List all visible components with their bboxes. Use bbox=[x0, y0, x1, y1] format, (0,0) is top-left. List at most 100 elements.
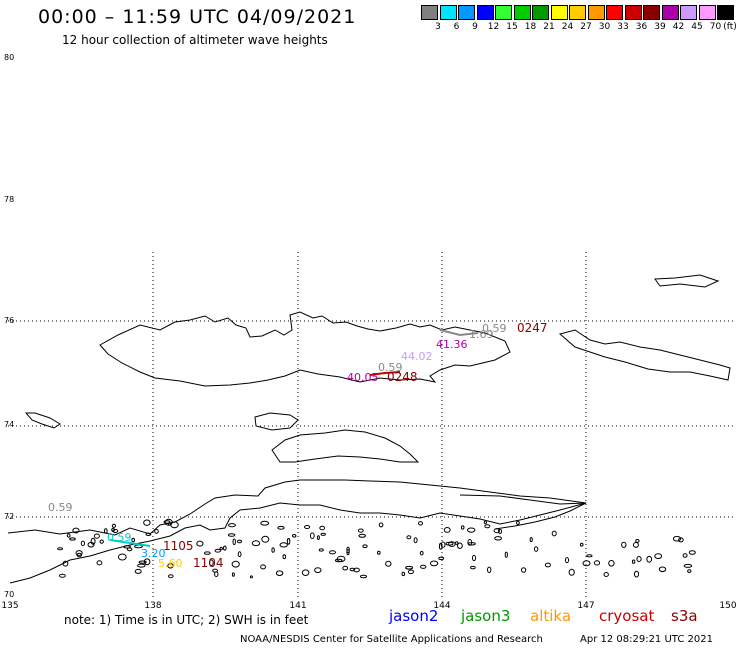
islet bbox=[145, 532, 152, 536]
islet bbox=[208, 559, 214, 567]
islet bbox=[231, 560, 240, 568]
pass-time-label: 1105 bbox=[163, 539, 194, 553]
obs-label: 0.59 bbox=[48, 501, 73, 514]
islet bbox=[582, 560, 591, 567]
bay-coast bbox=[459, 494, 587, 530]
islet bbox=[457, 542, 463, 549]
legend-label: 18 bbox=[524, 22, 537, 32]
islet bbox=[131, 537, 135, 543]
islet bbox=[454, 541, 459, 545]
islet bbox=[688, 550, 696, 555]
islet bbox=[608, 560, 615, 567]
islet bbox=[304, 525, 311, 529]
islet bbox=[72, 527, 80, 534]
islet bbox=[658, 566, 667, 573]
satellite-s3a: s3a bbox=[671, 607, 698, 625]
islet bbox=[406, 535, 412, 540]
lon-label-138: 138 bbox=[144, 601, 162, 611]
islet bbox=[219, 546, 223, 551]
islet bbox=[349, 567, 356, 572]
obs-label: 44.02 bbox=[401, 350, 433, 363]
islet bbox=[418, 521, 423, 526]
legend-label: 45 bbox=[691, 22, 703, 32]
islet bbox=[683, 563, 693, 568]
islet bbox=[440, 541, 446, 548]
legend-swatch bbox=[532, 5, 549, 20]
islet bbox=[62, 560, 69, 567]
legend-label: 24 bbox=[561, 22, 574, 32]
islet bbox=[137, 563, 146, 568]
islet bbox=[445, 541, 454, 546]
lat-label-80: 80 bbox=[4, 53, 15, 62]
islet bbox=[529, 537, 533, 543]
coastal-islets bbox=[57, 518, 696, 579]
islet bbox=[271, 547, 275, 553]
islet bbox=[419, 550, 424, 556]
islet bbox=[90, 537, 96, 545]
legend-label: 30 bbox=[598, 22, 611, 32]
islet bbox=[309, 532, 315, 540]
islet bbox=[319, 525, 326, 531]
islet bbox=[405, 565, 414, 570]
pass-time-label: 0248 bbox=[387, 370, 418, 384]
lat-label-78: 78 bbox=[4, 195, 15, 204]
islet bbox=[467, 527, 476, 533]
islet bbox=[232, 538, 236, 546]
islet bbox=[112, 529, 119, 533]
legend-label: 33 bbox=[617, 22, 629, 32]
islet bbox=[521, 567, 527, 573]
islet bbox=[407, 569, 414, 575]
islet bbox=[167, 563, 174, 569]
islet bbox=[163, 520, 171, 524]
lon-label-141: 141 bbox=[289, 601, 307, 611]
legend-swatch bbox=[643, 5, 660, 20]
islet bbox=[358, 533, 367, 538]
islet bbox=[196, 540, 204, 547]
legend-label: 12 bbox=[487, 22, 500, 32]
obs-label: 5.60 bbox=[158, 557, 183, 570]
islet bbox=[342, 565, 349, 571]
island-coast-far-north bbox=[654, 274, 720, 288]
islet bbox=[279, 542, 288, 548]
islet bbox=[275, 570, 284, 577]
islet bbox=[69, 537, 76, 541]
islet bbox=[75, 550, 83, 556]
legend-label: 27 bbox=[580, 22, 592, 32]
islet bbox=[154, 528, 159, 534]
legend-swatch bbox=[606, 5, 623, 20]
islet bbox=[483, 520, 487, 525]
islet bbox=[470, 565, 476, 570]
lat-label-70: 70 bbox=[4, 590, 15, 599]
islet bbox=[438, 556, 445, 561]
islet bbox=[635, 538, 640, 543]
pass-time-label: 1104 bbox=[193, 556, 224, 570]
lat-label-72: 72 bbox=[4, 512, 15, 521]
map-title: 00:00 – 11:59 UTC 04/09/2021 bbox=[38, 6, 357, 28]
island-coast-right bbox=[558, 329, 731, 381]
islet bbox=[80, 540, 86, 547]
map-subtitle: 12 hour collection of altimeter wave hei… bbox=[62, 33, 328, 47]
legend-swatch bbox=[458, 5, 475, 20]
satellite-altika: altika bbox=[530, 607, 572, 625]
islet bbox=[143, 519, 151, 526]
legend-swatch bbox=[587, 5, 605, 20]
islet bbox=[579, 542, 584, 547]
lat-label-74: 74 bbox=[4, 420, 15, 429]
siberian-mainland-coast bbox=[7, 479, 587, 584]
islet bbox=[471, 554, 477, 562]
legend-swatch bbox=[421, 5, 438, 20]
islet bbox=[134, 568, 142, 574]
satellite-tracks bbox=[109, 329, 479, 547]
islet bbox=[353, 567, 360, 573]
legend-swatch bbox=[550, 5, 568, 20]
islet bbox=[249, 575, 253, 579]
islet bbox=[654, 553, 663, 559]
obs-label: 0.59 bbox=[378, 361, 403, 374]
islet bbox=[401, 571, 406, 577]
islet bbox=[329, 550, 336, 555]
islet bbox=[621, 541, 627, 548]
islet bbox=[99, 539, 104, 544]
islet bbox=[251, 540, 261, 547]
islet bbox=[223, 545, 227, 551]
